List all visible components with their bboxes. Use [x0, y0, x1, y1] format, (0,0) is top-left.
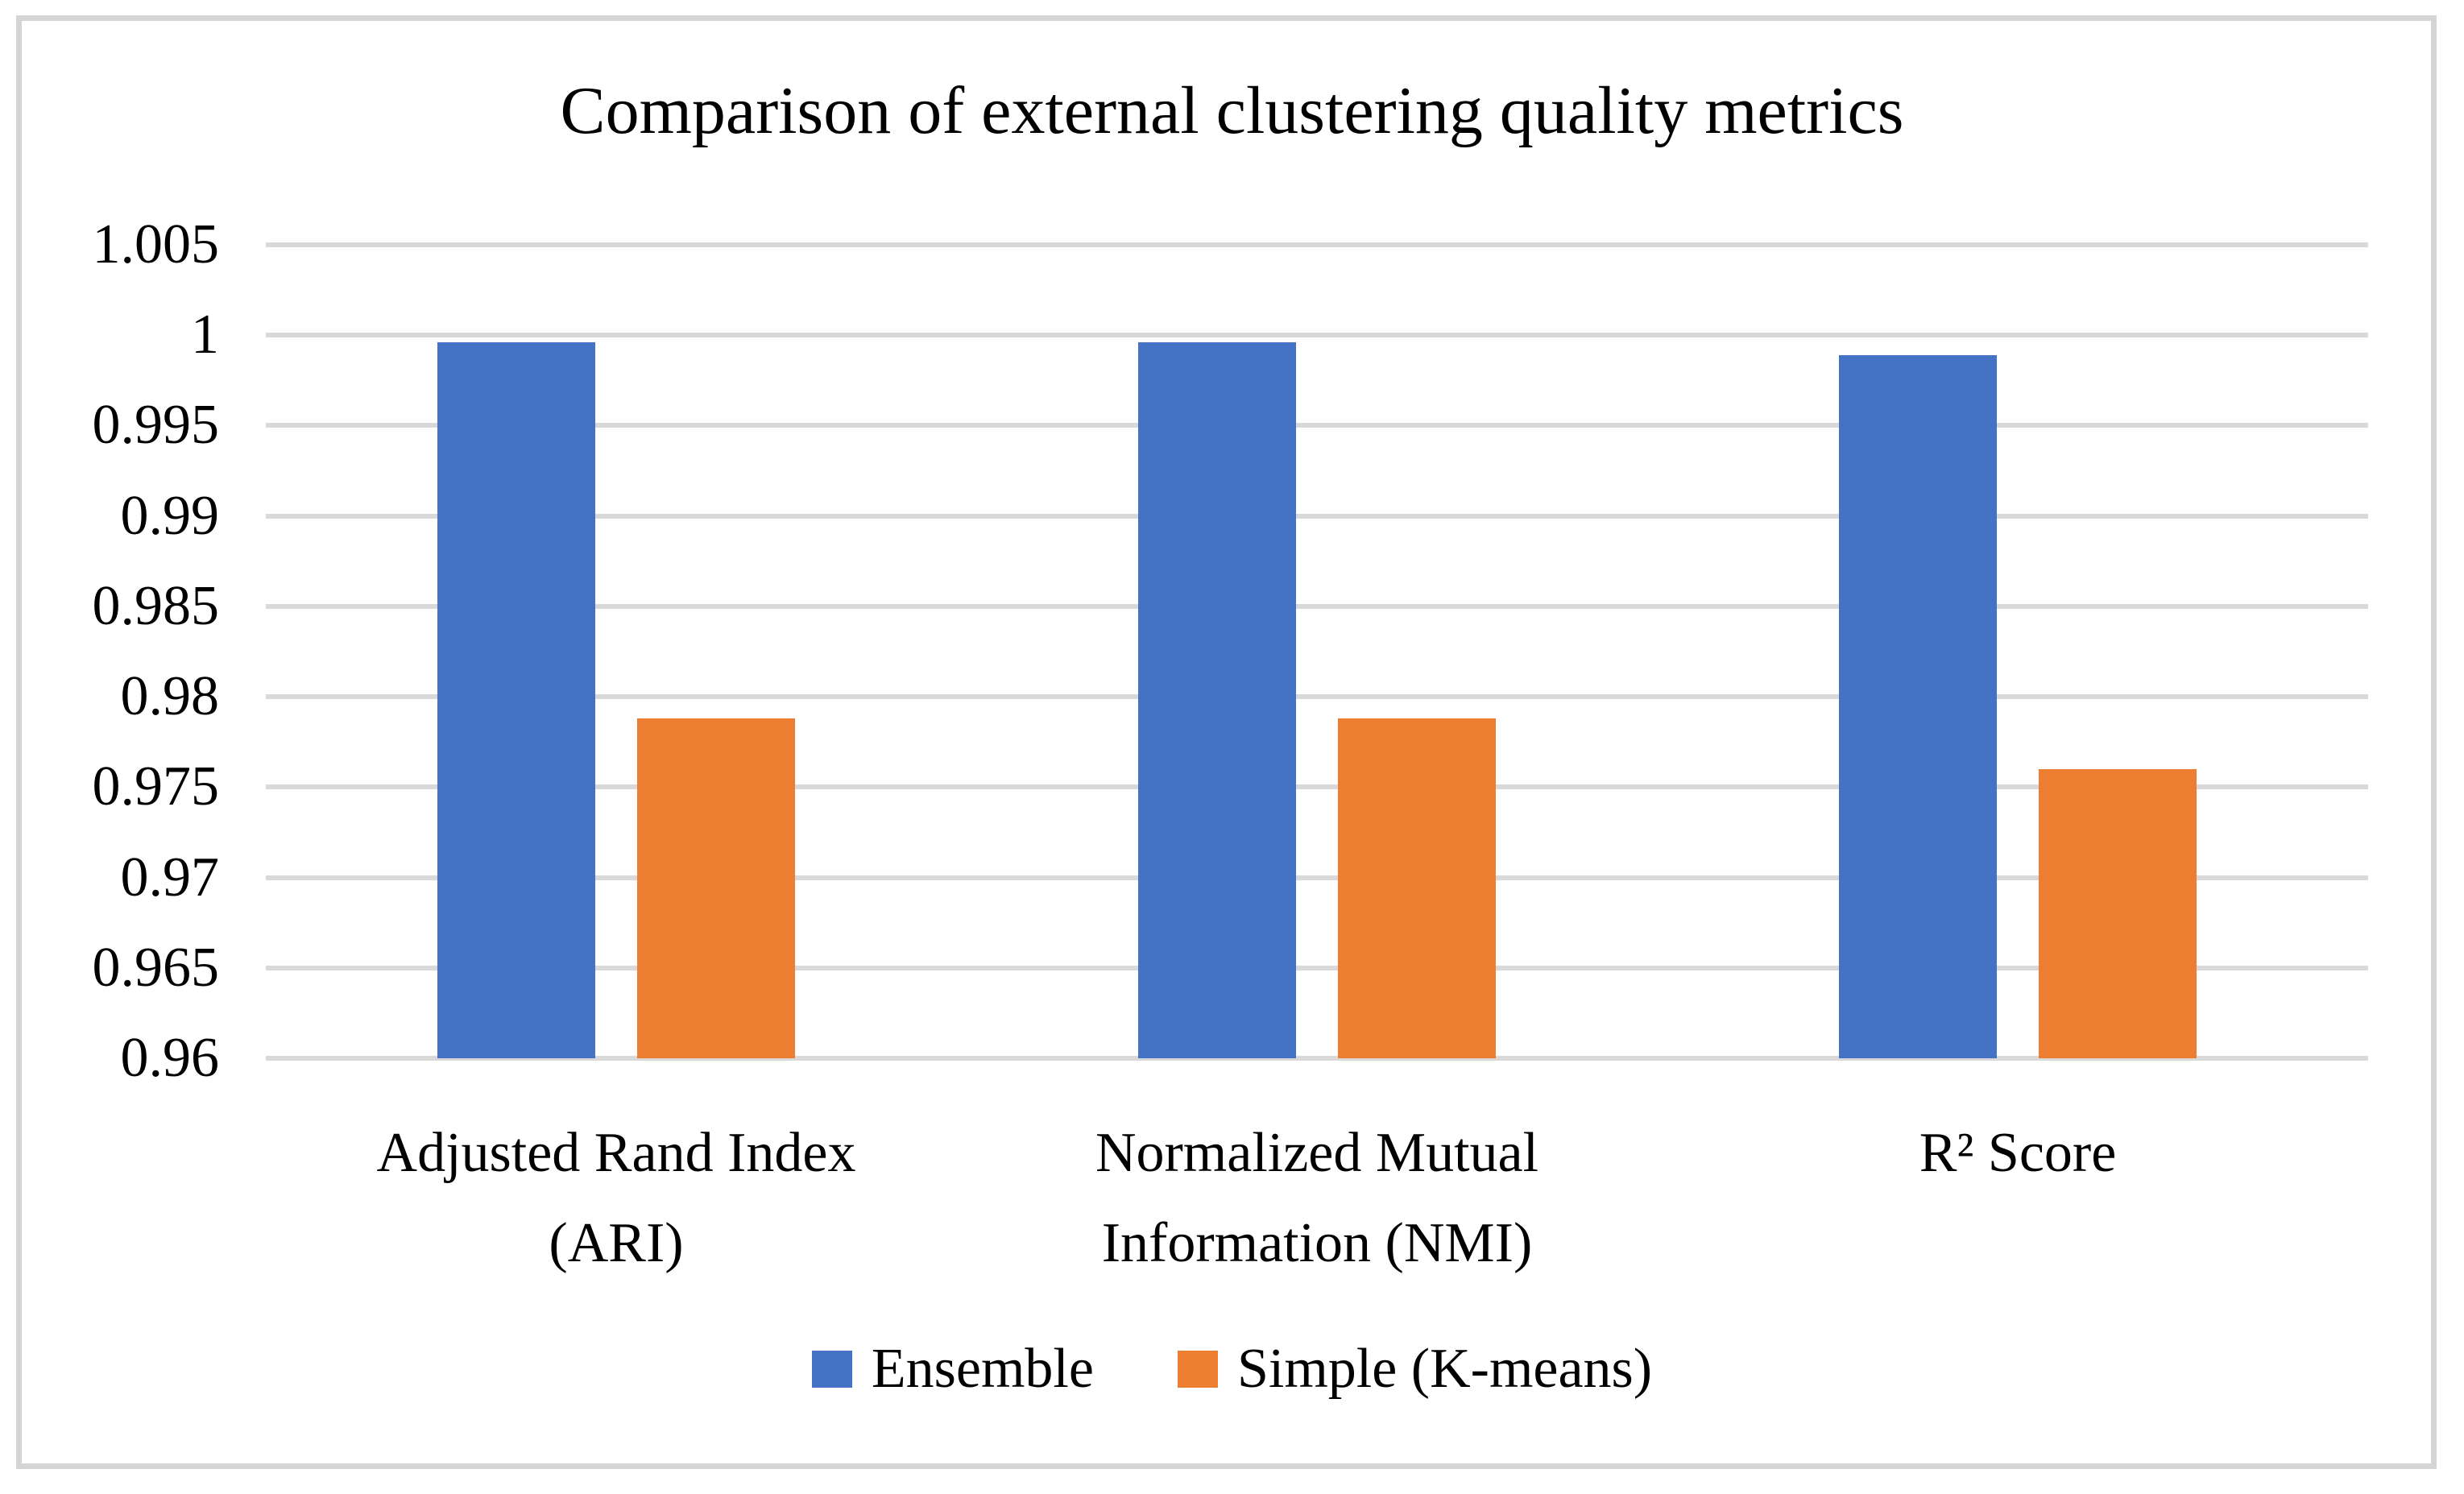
x-axis-category-labels: Adjusted Rand Index (ARI) Normalized Mutu… — [266, 1108, 2368, 1318]
legend: Ensemble Simple (K-means) — [0, 1329, 2464, 1409]
gridline — [266, 242, 2368, 247]
y-axis-tick-label: 1 — [191, 304, 219, 366]
y-axis: 1.005 1 0.995 0.99 0.985 0.98 0.975 0.97 0.965 0.… — [0, 217, 220, 1086]
gridline — [266, 694, 2368, 699]
category-label: Adjusted Rand Index (ARI) — [376, 1122, 856, 1274]
chart-title: Comparison of external clustering qualit… — [560, 73, 1904, 148]
gridline — [266, 604, 2368, 609]
category-label: Normalized Mutual Information (NMI) — [1095, 1122, 1539, 1274]
category-label: R² Score — [1919, 1122, 2117, 1184]
y-axis-tick-label: 0.965 — [92, 937, 220, 999]
gridline — [266, 333, 2368, 337]
gridline — [266, 514, 2368, 519]
y-axis-tick-label: 0.96 — [120, 1027, 220, 1089]
y-axis-tick-label: 0.995 — [92, 394, 220, 456]
legend-color-swatch — [811, 1351, 852, 1388]
y-axis-tick-label: 0.98 — [120, 665, 220, 727]
bar-ensemble-group2 — [1138, 342, 1296, 1058]
chart-border-frame — [16, 15, 2437, 1469]
y-axis-tick-label: 0.97 — [120, 846, 220, 908]
y-axis-tick-label: 1.005 — [92, 213, 220, 275]
gridline — [266, 784, 2368, 789]
bar-simple-k-means-group2 — [1338, 718, 1496, 1058]
gridline — [266, 875, 2368, 880]
legend-item: Simple (K-means) — [1177, 1338, 1653, 1400]
legend-color-swatch — [1177, 1351, 1218, 1388]
y-axis-tick-label: 0.985 — [92, 575, 220, 637]
bar-simple-k-means-group1 — [637, 718, 795, 1058]
gridline — [266, 1056, 2368, 1061]
plot-area — [266, 242, 2368, 1061]
bar-simple-k-means-group3 — [2039, 769, 2197, 1058]
y-axis-tick-label: 0.99 — [120, 485, 220, 547]
y-axis-tick-label: 0.975 — [92, 755, 220, 817]
gridline — [266, 966, 2368, 970]
bar-ensemble-group3 — [1839, 355, 1997, 1058]
bar-ensemble-group1 — [437, 342, 595, 1058]
legend-item: Ensemble — [811, 1338, 1094, 1400]
legend-label: Simple (K-means) — [1236, 1338, 1653, 1400]
gridline — [266, 423, 2368, 428]
legend-label: Ensemble — [871, 1338, 1094, 1400]
